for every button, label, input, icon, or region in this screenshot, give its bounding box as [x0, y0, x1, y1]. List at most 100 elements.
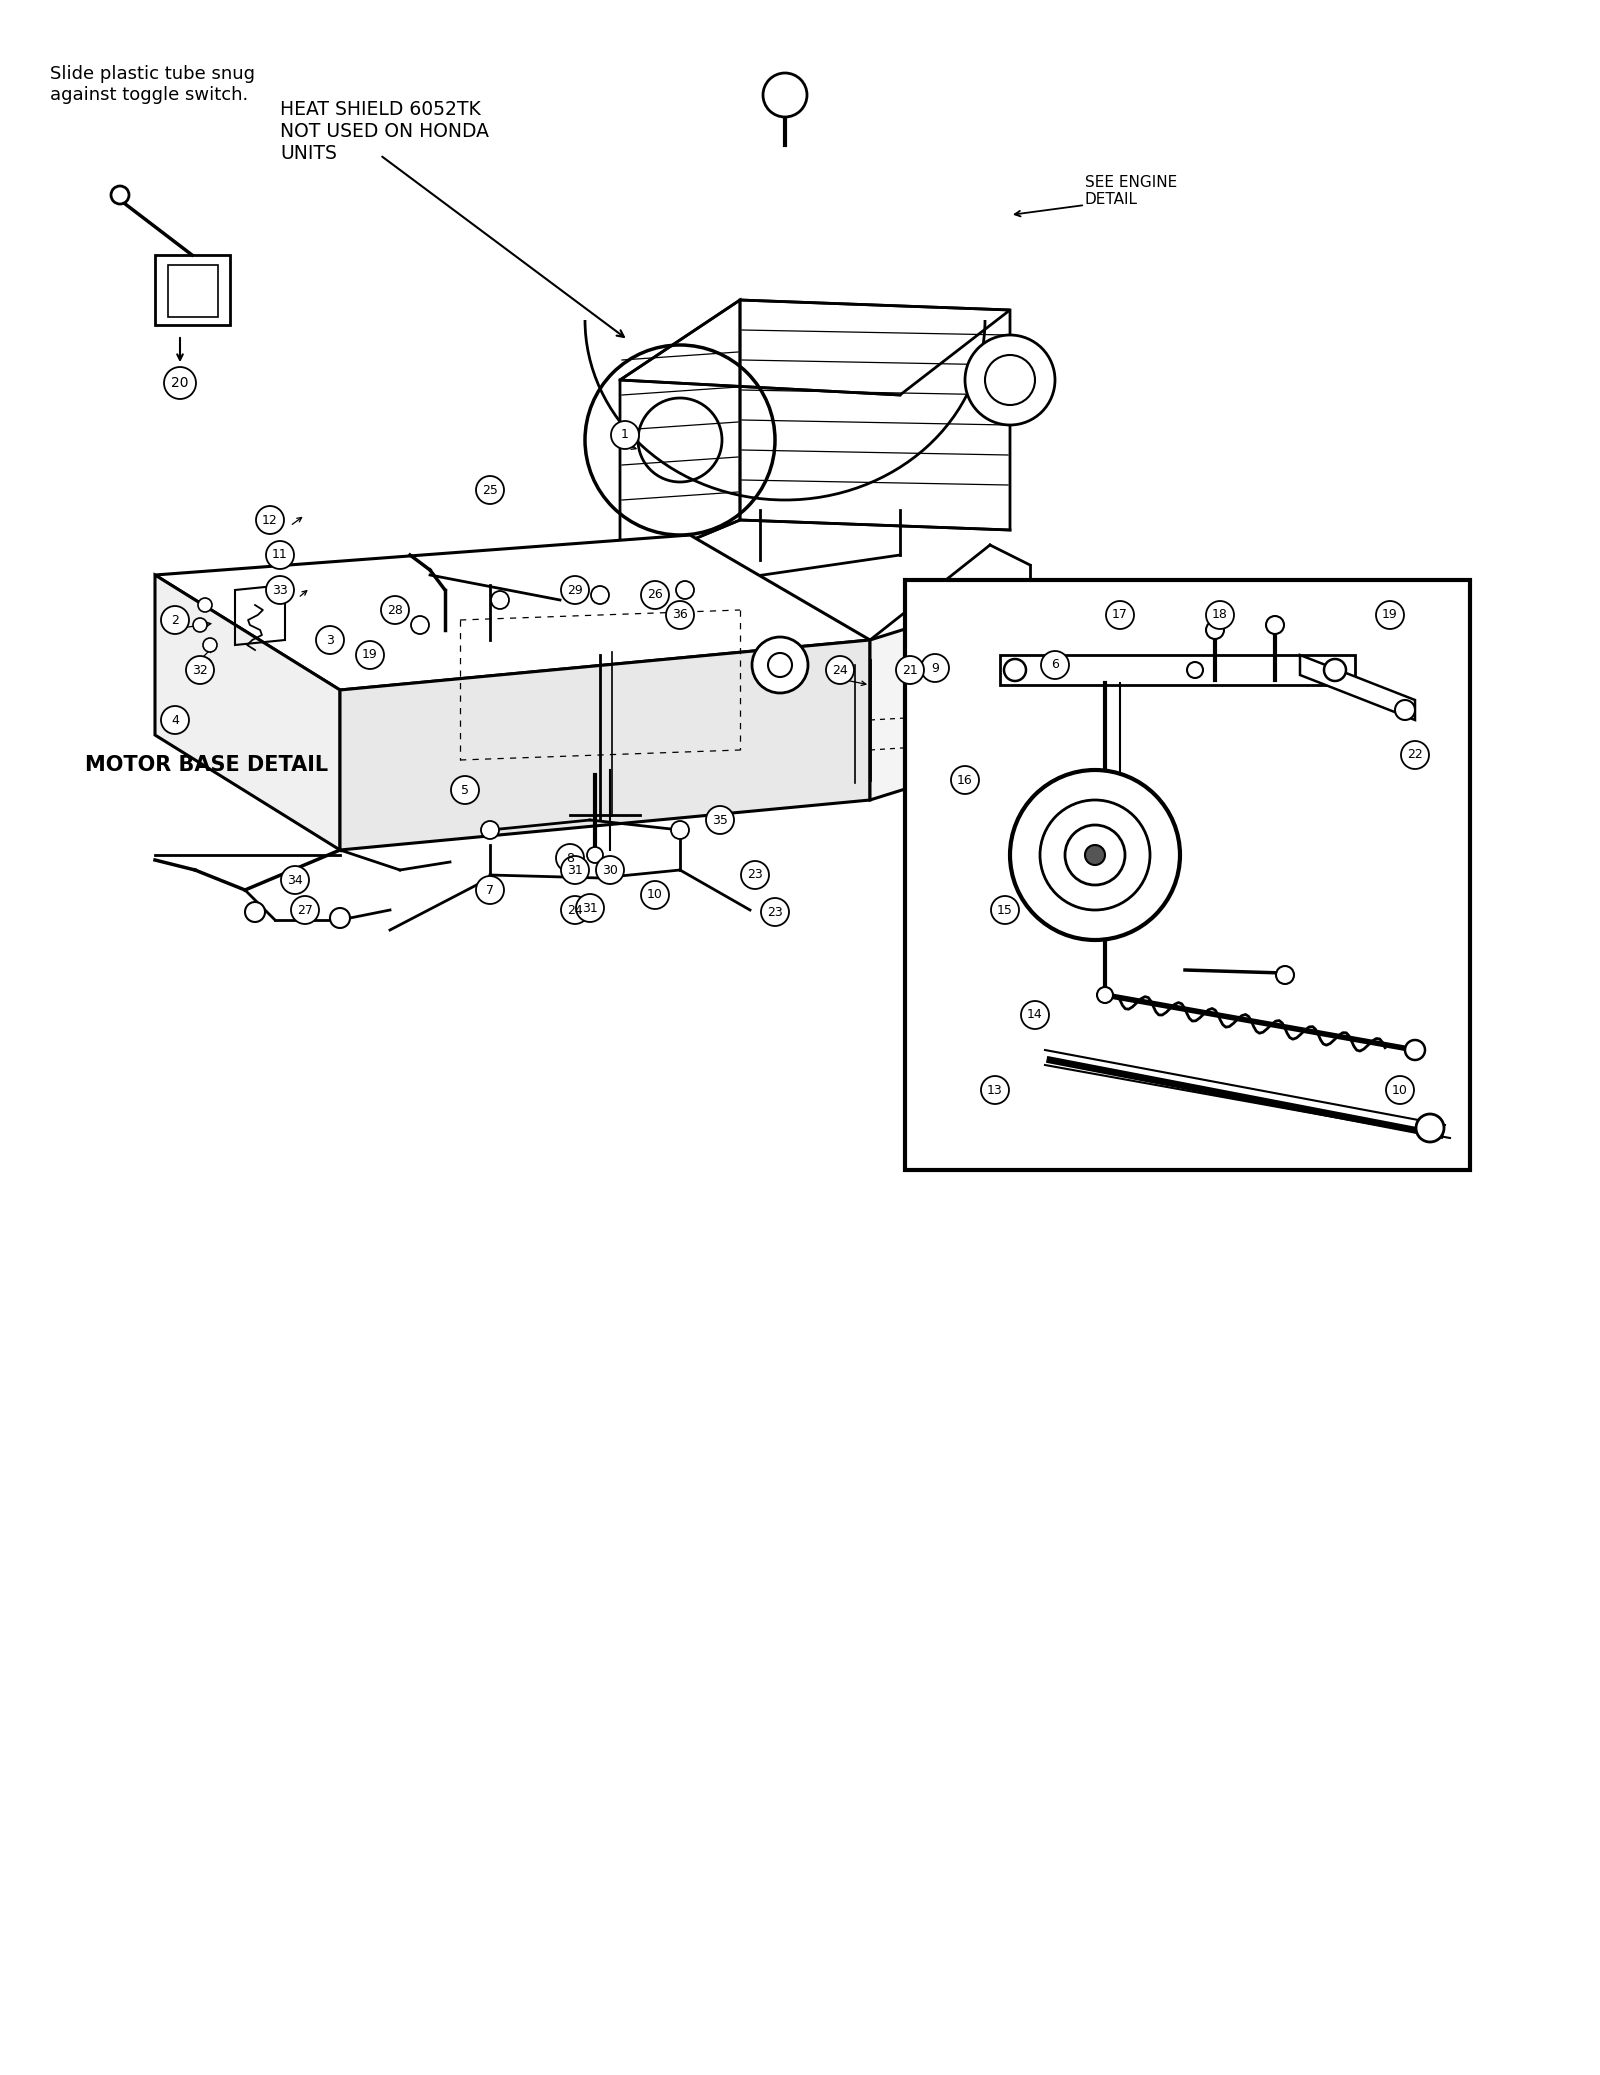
Circle shape: [562, 857, 589, 884]
Circle shape: [266, 542, 294, 569]
Circle shape: [1098, 988, 1114, 1002]
Circle shape: [291, 896, 318, 923]
Circle shape: [1416, 1114, 1443, 1141]
Text: 3: 3: [326, 633, 334, 647]
Circle shape: [162, 606, 189, 635]
Circle shape: [595, 857, 624, 884]
Circle shape: [355, 641, 384, 668]
Circle shape: [1005, 660, 1026, 681]
Circle shape: [826, 656, 854, 685]
Polygon shape: [1000, 656, 1355, 685]
Text: 4: 4: [171, 714, 179, 726]
Circle shape: [1021, 1000, 1050, 1029]
Circle shape: [165, 367, 195, 398]
Circle shape: [590, 585, 610, 604]
Text: 22: 22: [1406, 749, 1422, 762]
Bar: [168, 266, 218, 317]
Text: 1: 1: [621, 430, 629, 442]
Circle shape: [922, 654, 949, 683]
Bar: [155, 255, 230, 326]
Text: 35: 35: [712, 813, 728, 826]
Text: 15: 15: [997, 903, 1013, 917]
Circle shape: [1187, 662, 1203, 679]
Circle shape: [266, 577, 294, 604]
Text: 19: 19: [1382, 608, 1398, 622]
Text: 36: 36: [672, 608, 688, 622]
Polygon shape: [155, 575, 339, 851]
Text: HEAT SHIELD 6052TK
NOT USED ON HONDA
UNITS: HEAT SHIELD 6052TK NOT USED ON HONDA UNI…: [280, 100, 490, 164]
Circle shape: [381, 596, 410, 625]
Circle shape: [1405, 1040, 1426, 1060]
Circle shape: [203, 637, 218, 652]
Circle shape: [491, 591, 509, 608]
Circle shape: [1042, 652, 1069, 679]
Circle shape: [186, 656, 214, 685]
Circle shape: [990, 896, 1019, 923]
Text: SEE ENGINE
DETAIL: SEE ENGINE DETAIL: [1085, 174, 1178, 208]
Circle shape: [110, 187, 130, 203]
Circle shape: [986, 355, 1035, 405]
Text: 29: 29: [566, 583, 582, 596]
Text: 6: 6: [1051, 658, 1059, 672]
Text: 11: 11: [272, 548, 288, 562]
Text: Slide plastic tube snug
against toggle switch.: Slide plastic tube snug against toggle s…: [50, 64, 254, 104]
Circle shape: [576, 894, 605, 921]
Text: 13: 13: [987, 1083, 1003, 1096]
Text: 27: 27: [298, 903, 314, 917]
Polygon shape: [339, 639, 870, 851]
Circle shape: [763, 73, 806, 116]
Text: 7: 7: [486, 884, 494, 896]
Text: 21: 21: [902, 664, 918, 676]
Circle shape: [477, 876, 504, 905]
Text: 34: 34: [286, 874, 302, 886]
Circle shape: [1277, 967, 1294, 984]
Circle shape: [611, 421, 638, 448]
Text: 23: 23: [747, 869, 763, 882]
Polygon shape: [870, 589, 1030, 801]
Text: 31: 31: [582, 901, 598, 915]
Circle shape: [1376, 602, 1405, 629]
Circle shape: [282, 865, 309, 894]
Circle shape: [1206, 620, 1224, 639]
Circle shape: [965, 334, 1054, 425]
Circle shape: [330, 909, 350, 928]
Text: 8: 8: [566, 851, 574, 865]
Circle shape: [245, 903, 266, 921]
Circle shape: [451, 776, 478, 803]
Text: 18: 18: [1213, 608, 1227, 622]
Circle shape: [256, 506, 285, 533]
Circle shape: [706, 805, 734, 834]
Text: 20: 20: [171, 376, 189, 390]
Text: 9  SEE IDLER
    DETAIL: 9 SEE IDLER DETAIL: [941, 610, 1038, 643]
Text: 10: 10: [646, 888, 662, 901]
Circle shape: [896, 656, 925, 685]
Circle shape: [162, 706, 189, 735]
Circle shape: [1010, 770, 1181, 940]
Circle shape: [557, 845, 584, 872]
Text: 12: 12: [262, 513, 278, 527]
Text: 16: 16: [957, 774, 973, 786]
Text: 28: 28: [387, 604, 403, 616]
Circle shape: [1085, 845, 1106, 865]
Circle shape: [198, 658, 211, 672]
Circle shape: [194, 618, 206, 633]
Circle shape: [670, 822, 690, 838]
Circle shape: [1066, 826, 1125, 886]
Circle shape: [411, 616, 429, 635]
Text: 26: 26: [646, 589, 662, 602]
Circle shape: [198, 598, 211, 612]
Circle shape: [1266, 616, 1283, 635]
Circle shape: [482, 822, 499, 838]
Circle shape: [666, 602, 694, 629]
Text: 23: 23: [766, 905, 782, 919]
Text: 25: 25: [482, 483, 498, 496]
Text: 17: 17: [1112, 608, 1128, 622]
Circle shape: [950, 766, 979, 795]
Circle shape: [1395, 699, 1414, 720]
Circle shape: [1040, 801, 1150, 911]
Circle shape: [675, 581, 694, 600]
Circle shape: [1386, 1077, 1414, 1104]
Text: 5: 5: [461, 784, 469, 797]
Circle shape: [741, 861, 770, 888]
Text: 30: 30: [602, 863, 618, 876]
